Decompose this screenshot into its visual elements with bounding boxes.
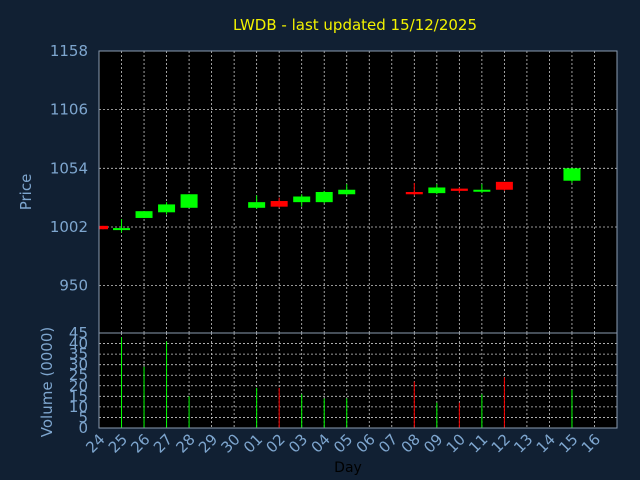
volume-tick-label: 15 (69, 387, 88, 405)
candle-body (248, 202, 266, 208)
volume-plot-area (99, 333, 617, 428)
price-tick-label: 1002 (50, 218, 88, 236)
volume-tick-label: 40 (69, 335, 88, 353)
price-axis-label: Price (17, 174, 35, 211)
candle-body (315, 192, 333, 203)
candle-body (405, 192, 423, 195)
candle-body (180, 194, 198, 208)
candle-body (270, 201, 288, 207)
volume-tick-label: 45 (69, 324, 88, 342)
price-tick-label: 950 (59, 277, 88, 295)
candles (99, 168, 581, 233)
candle-body (135, 211, 153, 218)
price-panel: 950 1002 1054 1106 1158 (50, 42, 618, 334)
price-tick-label: 1054 (50, 159, 88, 177)
price-tick-label: 1106 (50, 101, 88, 119)
price-plot-area (99, 51, 617, 333)
volume-tick-label: 20 (69, 377, 88, 395)
volume-frame (98, 332, 618, 429)
chart-title: LWDB - last updated 15/12/2025 (233, 16, 477, 34)
volume-axis-label: Volume (0000) (38, 327, 56, 437)
volume-tick-label: 25 (69, 366, 88, 384)
candle-body (428, 187, 446, 194)
volume-tick-label: 30 (69, 356, 88, 374)
candle-body (450, 188, 468, 191)
candle-body (495, 181, 513, 190)
candle-body (158, 204, 176, 213)
volume-tick-label: 10 (69, 398, 88, 416)
volume-tick-label: 5 (78, 408, 88, 426)
x-tick-labels: 2425262728293001020304050607080910111213… (82, 430, 604, 456)
volume-tick-label: 35 (69, 345, 88, 363)
candle-body (113, 228, 131, 231)
price-y-ticks: 950 1002 1054 1106 1158 (50, 42, 88, 295)
volume-bars (121, 337, 573, 428)
candle-body (293, 196, 311, 203)
price-tick-label: 1158 (50, 42, 88, 60)
candle-body (473, 189, 491, 192)
candle-body (99, 225, 108, 230)
x-axis-label: Day (334, 460, 362, 476)
volume-tick-label: 0 (78, 419, 88, 437)
candle-body (338, 189, 356, 195)
candle-body (563, 168, 581, 181)
